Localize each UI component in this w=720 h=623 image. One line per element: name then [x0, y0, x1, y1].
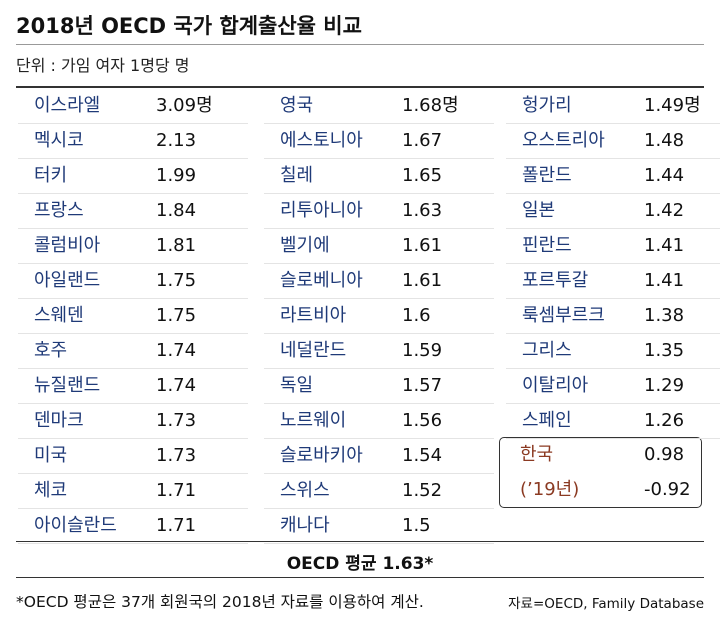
- average: OECD 평균 1.63*: [286, 554, 434, 574]
- rate: 1.99: [156, 159, 248, 194]
- country: 리투아니아: [264, 194, 402, 229]
- rate: 1.63: [402, 194, 494, 229]
- highlight-box: [499, 437, 702, 508]
- rate: 1.81: [156, 229, 248, 264]
- country: 에스토니아: [264, 124, 402, 159]
- country: 뉴질랜드: [18, 369, 156, 404]
- rate: 1.44: [644, 159, 720, 194]
- country: 폴란드: [506, 159, 644, 194]
- rate: 1.68명: [402, 89, 494, 124]
- country: 호주: [18, 334, 156, 369]
- rate: 1.67: [402, 124, 494, 159]
- rate: 1.59: [402, 334, 494, 369]
- rate: 1.35: [644, 334, 720, 369]
- country: 칠레: [264, 159, 402, 194]
- rate: 1.54: [402, 439, 494, 474]
- rate: 1.61: [402, 229, 494, 264]
- country: 미국: [18, 439, 156, 474]
- rate: 1.71: [156, 509, 248, 544]
- rate: 1.49명: [644, 89, 720, 124]
- country: 독일: [264, 369, 402, 404]
- country: 아이슬란드: [18, 509, 156, 544]
- subtitle: 단위 : 가임 여자 1명당 명: [16, 56, 190, 75]
- country: 포르투갈: [506, 264, 644, 299]
- rate: 1.84: [156, 194, 248, 229]
- country: 슬로베니아: [264, 264, 402, 299]
- divider: [16, 44, 704, 45]
- title: 2018년 OECD 국가 합계출산율 비교: [16, 14, 362, 38]
- rate: 1.41: [644, 229, 720, 264]
- source: 자료=OECD, Family Database: [508, 596, 704, 612]
- country: 영국: [264, 89, 402, 124]
- rate: 1.74: [156, 369, 248, 404]
- highlight-label: (’19년): [520, 479, 580, 500]
- rate: 1.5: [402, 509, 494, 544]
- rate: 1.48: [644, 124, 720, 159]
- country: 아일랜드: [18, 264, 156, 299]
- rate: 3.09명: [156, 89, 248, 124]
- table-bottom-rule: [16, 541, 704, 542]
- country: 덴마크: [18, 404, 156, 439]
- rate: 1.41: [644, 264, 720, 299]
- rate: 1.29: [644, 369, 720, 404]
- country: 노르웨이: [264, 404, 402, 439]
- divider: [16, 577, 704, 578]
- country: 스웨덴: [18, 299, 156, 334]
- country: 프랑스: [18, 194, 156, 229]
- rate: 1.56: [402, 404, 494, 439]
- table-top-rule: [16, 86, 704, 88]
- highlight-value: -0.92: [644, 479, 691, 500]
- rate: 1.74: [156, 334, 248, 369]
- country: 이탈리아: [506, 369, 644, 404]
- country: 이스라엘: [18, 89, 156, 124]
- country: 슬로바키아: [264, 439, 402, 474]
- rate: 1.75: [156, 264, 248, 299]
- country: 체코: [18, 474, 156, 509]
- rate: 1.73: [156, 404, 248, 439]
- rate: 1.42: [644, 194, 720, 229]
- footnote: *OECD 평균은 37개 회원국의 2018년 자료를 이용하여 계산.: [16, 593, 424, 611]
- country: 콜럼비아: [18, 229, 156, 264]
- country: 터키: [18, 159, 156, 194]
- country: 벨기에: [264, 229, 402, 264]
- rate: 1.6: [402, 299, 494, 334]
- rate: 1.52: [402, 474, 494, 509]
- country: 멕시코: [18, 124, 156, 159]
- highlight-label: 한국: [520, 444, 554, 465]
- rate: 1.75: [156, 299, 248, 334]
- country: 라트비아: [264, 299, 402, 334]
- country: 일본: [506, 194, 644, 229]
- highlight-value: 0.98: [644, 444, 685, 465]
- country: 캐나다: [264, 509, 402, 544]
- country: 룩셈부르크: [506, 299, 644, 334]
- rate: 1.73: [156, 439, 248, 474]
- rate: 1.26: [644, 404, 720, 439]
- country: 스페인: [506, 404, 644, 439]
- country: 헝가리: [506, 89, 644, 124]
- rate: 2.13: [156, 124, 248, 159]
- country: 핀란드: [506, 229, 644, 264]
- rate: 1.61: [402, 264, 494, 299]
- rate: 1.71: [156, 474, 248, 509]
- country: 그리스: [506, 334, 644, 369]
- rate: 1.38: [644, 299, 720, 334]
- country: 네덜란드: [264, 334, 402, 369]
- rate: 1.65: [402, 159, 494, 194]
- country: 오스트리아: [506, 124, 644, 159]
- rate: 1.57: [402, 369, 494, 404]
- country: 스위스: [264, 474, 402, 509]
